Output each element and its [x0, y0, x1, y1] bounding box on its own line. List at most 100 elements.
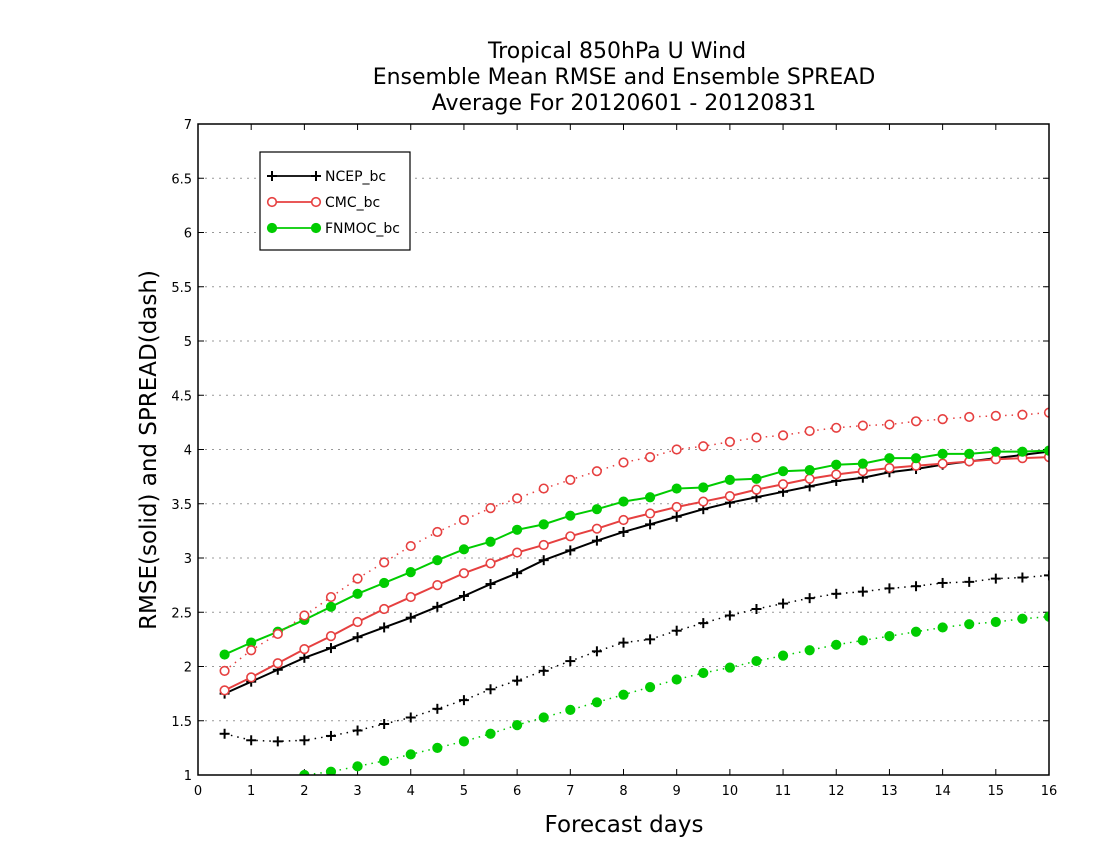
x-tick-label: 16	[1041, 784, 1058, 799]
fnmoc-bc-rmse-point	[591, 504, 603, 515]
x-tick-label: 11	[775, 784, 792, 799]
y-tick-label: 5.5	[171, 281, 192, 296]
fnmoc-bc-rmse-point	[1043, 445, 1049, 456]
fnmoc-bc-rmse-point	[485, 536, 496, 547]
fnmoc-bc-rmse-point	[831, 459, 842, 470]
ncep-bc-spread-point	[618, 637, 629, 648]
legend-cmc-bc-end-point	[310, 196, 322, 208]
ncep-bc-rmse-point	[591, 535, 602, 546]
cmc-bc-rmse-point	[379, 603, 390, 615]
ncep-bc-spread-point	[751, 603, 762, 614]
y-tick-label: 2.5	[171, 606, 192, 621]
cmc-bc-rmse-point	[219, 685, 230, 696]
fnmoc-bc-spread-point	[671, 674, 682, 685]
y-tick-label: 6	[184, 227, 192, 242]
fnmoc-bc-spread-point	[379, 755, 390, 766]
legend-box	[259, 151, 411, 251]
cmc-bc-spread-point	[910, 416, 922, 427]
ncep-bc-rmse-point	[405, 612, 416, 623]
x-tick-label: 14	[934, 784, 951, 799]
cmc-bc-rmse-point	[565, 531, 576, 542]
ncep-bc-spread-point	[724, 610, 735, 621]
fnmoc-bc-spread-point	[884, 631, 895, 642]
fnmoc-bc-spread-point	[1043, 611, 1049, 622]
ncep-bc-spread-point	[246, 735, 257, 746]
ncep-bc-spread-point	[219, 728, 230, 739]
x-tick-label: 7	[566, 784, 574, 799]
y-tick-label: 1	[184, 769, 192, 784]
cmc-bc-spread-point	[485, 502, 496, 514]
fnmoc-bc-spread-point	[352, 761, 363, 772]
fnmoc-bc-spread-series	[299, 611, 1049, 775]
fnmoc-bc-spread-point	[458, 736, 470, 747]
ncep-bc-rmse-line	[224, 450, 1049, 695]
ncep-bc-rmse-point	[458, 590, 469, 601]
fnmoc-bc-spread-point	[485, 728, 496, 739]
fnmoc-bc-spread-point	[777, 650, 789, 661]
ncep-bc-spread-point	[538, 665, 549, 676]
fnmoc-bc-spread-point	[432, 742, 443, 753]
ncep-bc-spread-point	[352, 725, 363, 736]
fnmoc-bc-rmse-point	[1017, 446, 1028, 457]
cmc-bc-rmse-point	[671, 501, 682, 513]
chart-title: Tropical 850hPa U Wind Ensemble Mean RMS…	[373, 39, 876, 116]
fnmoc-bc-rmse-point	[671, 483, 682, 494]
cmc-bc-spread-point	[591, 466, 603, 477]
ncep-bc-spread-point	[990, 573, 1001, 584]
title-line-3: Average For 20120601 - 20120831	[432, 91, 817, 116]
cmc-bc-spread-point	[246, 645, 257, 656]
fnmoc-bc-rmse-point	[698, 482, 709, 493]
cmc-bc-spread-point	[299, 610, 310, 621]
ncep-bc-spread-series	[219, 570, 1049, 747]
fnmoc-bc-spread-point	[698, 667, 709, 679]
y-tick-label: 4.5	[171, 389, 192, 404]
x-tick-label: 5	[460, 784, 468, 799]
cmc-bc-rmse-point	[299, 644, 310, 655]
legend-ncep-bc-label: NCEP_bc	[325, 169, 386, 185]
y-tick-label: 4	[184, 444, 192, 459]
x-tick-label: 6	[513, 784, 521, 799]
cmc-bc-spread-point	[512, 493, 523, 504]
cmc-bc-rmse-point	[618, 514, 629, 526]
ncep-bc-spread-point	[964, 576, 975, 587]
cmc-bc-spread-point	[325, 591, 337, 603]
cmc-bc-spread-point	[698, 441, 709, 452]
cmc-bc-rmse-point	[777, 479, 789, 490]
y-tick-label: 3.5	[171, 498, 192, 513]
x-tick-label: 2	[300, 784, 308, 799]
ncep-bc-rmse-point	[671, 511, 682, 522]
cmc-bc-spread-point	[219, 665, 230, 676]
cmc-bc-rmse-point	[591, 523, 603, 534]
cmc-bc-spread-point	[990, 410, 1001, 421]
legend-fnmoc-bc-start-point	[266, 222, 278, 234]
cmc-bc-rmse-point	[458, 568, 470, 579]
x-tick-label: 3	[353, 784, 361, 799]
fnmoc-bc-spread-point	[538, 712, 549, 723]
legend-fnmoc-bc: FNMOC_bc	[266, 221, 400, 237]
fnmoc-bc-rmse-point	[751, 473, 762, 484]
legend-cmc-bc-label: CMC_bc	[325, 195, 380, 211]
fnmoc-bc-spread-point	[937, 622, 948, 633]
y-tick-label: 7	[184, 118, 192, 133]
ncep-bc-spread-point	[485, 684, 496, 695]
cmc-bc-spread-point	[857, 420, 868, 431]
cmc-bc-rmse-point	[884, 462, 895, 474]
cmc-bc-spread-point	[379, 557, 390, 568]
cmc-bc-rmse-point	[352, 616, 363, 628]
ncep-bc-spread-point	[432, 703, 443, 714]
title-line-2: Ensemble Mean RMSE and Ensemble SPREAD	[373, 65, 876, 90]
legend-fnmoc-bc-label: FNMOC_bc	[325, 221, 400, 237]
cmc-bc-spread-point	[751, 432, 762, 443]
x-tick-label: 12	[828, 784, 845, 799]
ncep-bc-spread-point	[698, 618, 709, 629]
fnmoc-bc-rmse-point	[458, 544, 470, 555]
ncep-bc-rmse-point	[485, 579, 496, 590]
fnmoc-bc-spread-point	[804, 645, 815, 656]
fnmoc-bc-rmse-point	[512, 524, 523, 535]
y-tick-label: 1.5	[171, 715, 192, 730]
fnmoc-bc-rmse-point	[618, 496, 629, 507]
ncep-bc-spread-point	[512, 675, 523, 686]
ncep-bc-spread-point	[405, 712, 416, 723]
ncep-bc-rmse-point	[299, 652, 310, 663]
